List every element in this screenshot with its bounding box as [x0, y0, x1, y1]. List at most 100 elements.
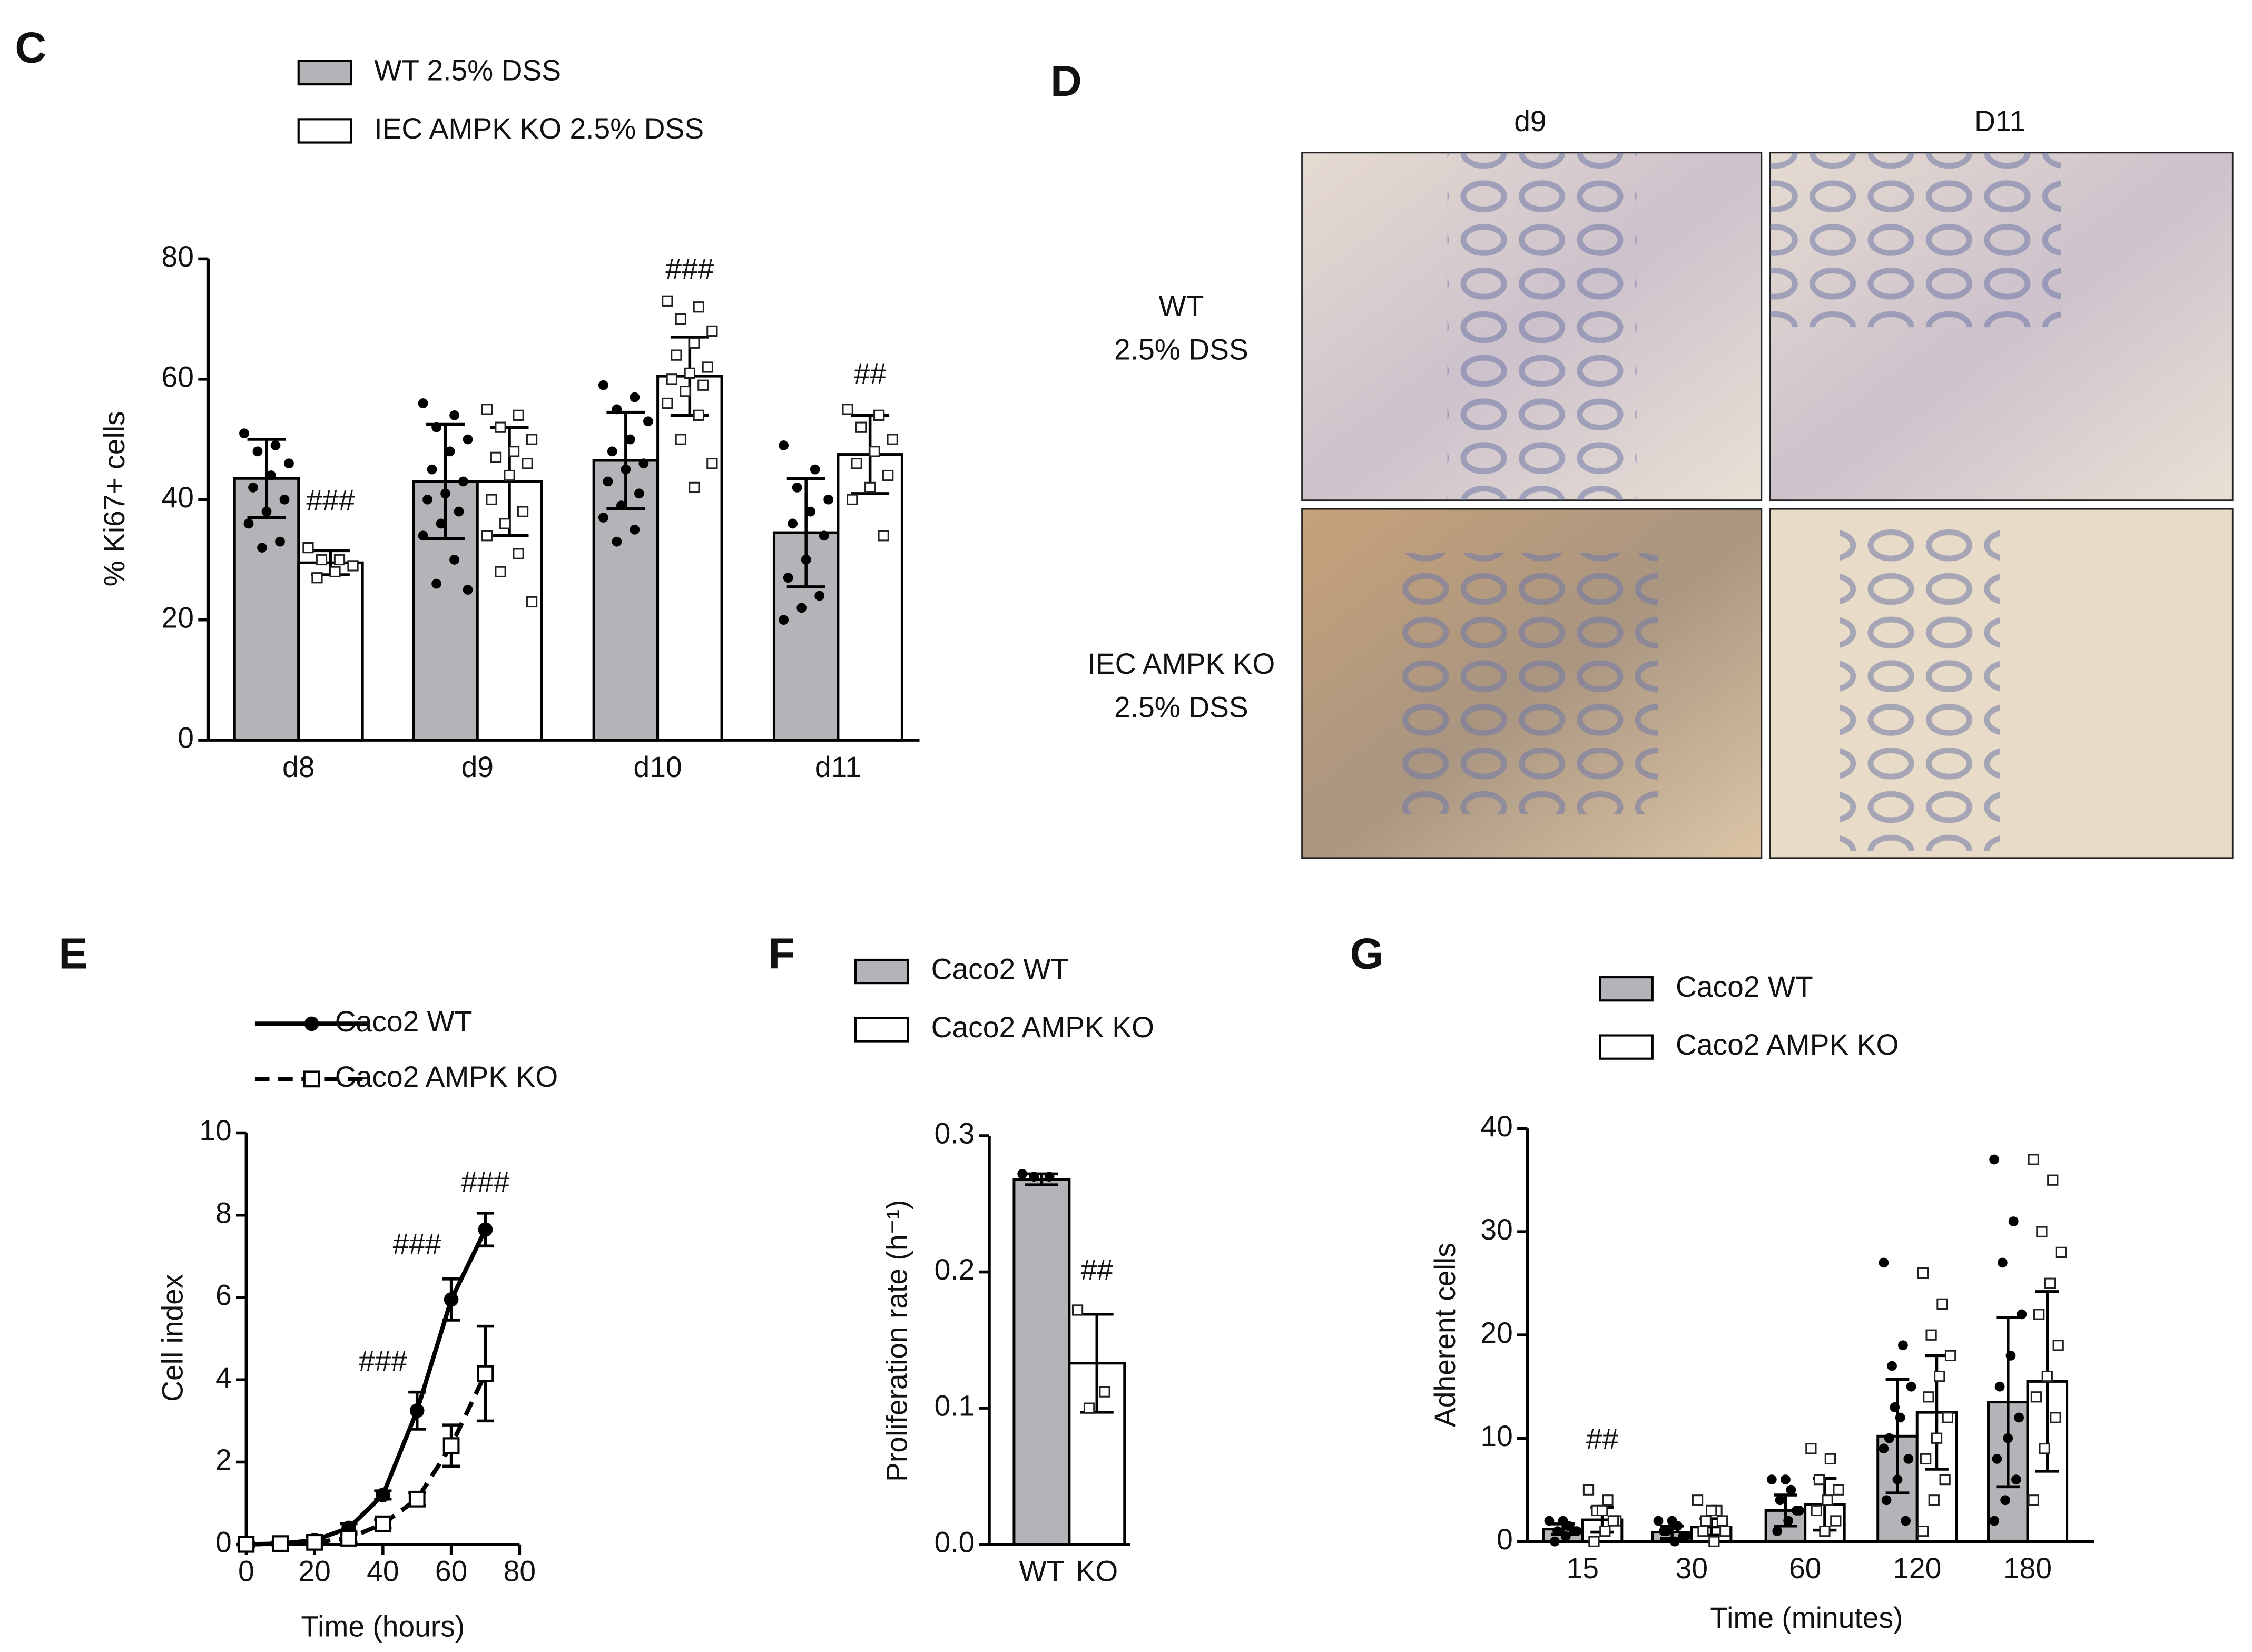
data-point: [1830, 1515, 1842, 1527]
data-point: [855, 421, 867, 433]
data-point: [284, 458, 294, 469]
data-point: [630, 524, 640, 535]
data-point: [449, 410, 459, 420]
data-point: [680, 386, 691, 397]
data-point: [504, 469, 515, 481]
data-point: [513, 548, 524, 559]
annotation: ###: [359, 1345, 407, 1378]
data-point: [873, 409, 885, 421]
data-point: [1044, 1172, 1055, 1182]
data-point: [1936, 1298, 1948, 1310]
x-tick-label: d9: [461, 751, 494, 783]
data-point: [257, 543, 267, 553]
micrographs: D d9 D11 WT 2.5% DSS IEC AMPK KO 2.5% DS…: [1050, 56, 2234, 859]
data-point: [1678, 1531, 1688, 1541]
annotation: ###: [461, 1166, 509, 1198]
data-point: [408, 1490, 426, 1508]
data-point: [2050, 1412, 2061, 1423]
y-tick-label: 60: [162, 360, 194, 393]
x-tick-label: 180: [2003, 1552, 2052, 1585]
data-point: [1708, 1536, 1720, 1547]
data-point: [1599, 1525, 1611, 1537]
y-tick-label: 80: [162, 240, 194, 273]
x-tick-label: d8: [282, 751, 314, 783]
tissue: [1770, 152, 2061, 328]
y-tick-label: 0.1: [935, 1390, 975, 1422]
y-tick-label: 40: [162, 481, 194, 514]
legend-label: Caco2 AMPK KO: [931, 1011, 1154, 1044]
data-point: [2047, 1174, 2059, 1186]
legend-swatch: [1599, 1034, 1654, 1060]
y-tick-label: 10: [199, 1114, 231, 1147]
data-point: [616, 500, 626, 511]
data-point: [2036, 1226, 2048, 1237]
data-point: [706, 458, 718, 469]
data-point: [689, 481, 700, 494]
bar: [1012, 1178, 1071, 1546]
data-point: [1099, 1386, 1110, 1398]
data-point: [490, 451, 502, 463]
data-point: [1071, 1304, 1084, 1316]
bar: [656, 375, 723, 742]
data-point: [630, 392, 640, 402]
data-point: [842, 404, 853, 415]
data-point: [463, 585, 473, 595]
annotation: ###: [306, 484, 355, 517]
data-point: [1917, 1267, 1929, 1279]
legend-label: Caco2 WT: [1676, 970, 1813, 1003]
y-tick-label: 20: [162, 601, 194, 634]
x-tick-label: 15: [1567, 1552, 1599, 1585]
data-point: [270, 440, 281, 450]
annotation: ##: [1586, 1423, 1619, 1456]
data-point: [2008, 1216, 2019, 1226]
legend-marker: [303, 1070, 320, 1088]
data-point: [444, 1292, 459, 1307]
data-point: [783, 573, 793, 583]
data-point: [779, 615, 789, 625]
y-tick-label: 2: [215, 1443, 232, 1476]
data-point: [634, 488, 644, 499]
data-point: [1596, 1504, 1608, 1517]
x-tick-label: WT: [1019, 1555, 1064, 1588]
data-point: [517, 506, 529, 517]
data-point: [495, 566, 506, 577]
micrograph: [1769, 508, 2234, 859]
data-point: [1824, 1453, 1836, 1465]
data-point: [693, 409, 704, 421]
data-point: [1766, 1474, 1777, 1484]
y-tick-label: 10: [1480, 1420, 1512, 1452]
data-point: [1989, 1154, 2000, 1165]
data-point: [684, 367, 695, 379]
data-point: [1833, 1484, 1844, 1496]
data-point: [1906, 1381, 1916, 1392]
data-point: [2017, 1309, 2027, 1320]
x-tick-label: 120: [1893, 1552, 1941, 1585]
legend-marker: [304, 1016, 319, 1031]
data-point: [1544, 1516, 1555, 1526]
data-point: [1705, 1504, 1717, 1517]
data-point: [431, 578, 441, 589]
data-point: [1901, 1516, 1911, 1526]
line: [246, 1228, 488, 1547]
panel-label: D: [1050, 56, 1082, 105]
data-point: [248, 483, 258, 493]
data-point: [495, 421, 506, 433]
data-point: [1942, 1412, 1954, 1423]
data-point: [1917, 1525, 1929, 1537]
data-point: [458, 476, 468, 487]
data-point: [463, 434, 473, 445]
data-point: [1017, 1169, 1028, 1179]
data-point: [418, 398, 428, 408]
data-point: [1588, 1536, 1600, 1547]
data-point: [1944, 1350, 1956, 1362]
data-point: [1560, 1531, 1571, 1541]
data-point: [1772, 1526, 1783, 1536]
tissue: [1396, 553, 1658, 814]
data-point: [374, 1515, 391, 1532]
data-point: [1928, 1494, 1940, 1506]
data-point: [662, 397, 673, 409]
data-point: [2030, 1391, 2042, 1403]
x-tick-label: 60: [1789, 1552, 1821, 1585]
data-point: [333, 554, 346, 566]
data-point: [445, 446, 455, 457]
